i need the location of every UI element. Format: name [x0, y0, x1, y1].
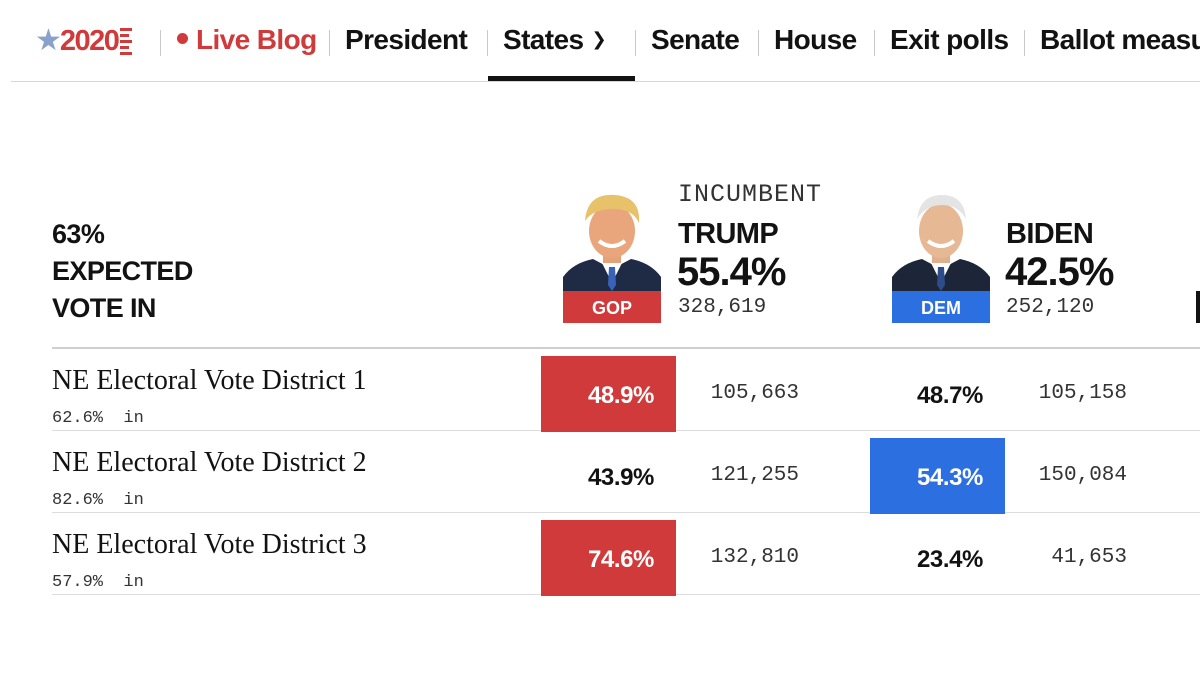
- expected-label: EXPECTED: [52, 256, 193, 286]
- nav-divider: [1024, 30, 1025, 56]
- nav-divider: [329, 30, 330, 56]
- nav-item-exit-polls[interactable]: Exit polls: [890, 24, 1009, 55]
- nav-divider: [487, 30, 488, 56]
- reporting-in: 62.6% in: [52, 409, 144, 428]
- trump-district-pct: 74.6%: [541, 520, 676, 596]
- expected-vote-in: 63% EXPECTED VOTE IN: [52, 216, 193, 327]
- vote-in-label: VOTE IN: [52, 293, 156, 323]
- nav-divider: [874, 30, 875, 56]
- district-results-table: NE Electoral Vote District 1 62.6% in 48…: [52, 347, 1200, 596]
- biden-district-votes: 150,084: [1038, 464, 1127, 487]
- incumbent-label: INCUMBENT: [678, 180, 823, 209]
- candidate-pct-biden: 42.5%: [1005, 250, 1114, 294]
- district-name[interactable]: NE Electoral Vote District 1: [52, 365, 367, 396]
- party-badge-dem: DEM: [892, 291, 990, 323]
- chevron-down-icon: ❯: [591, 29, 606, 49]
- trump-district-pct: 43.9%: [587, 464, 654, 491]
- district-name[interactable]: NE Electoral Vote District 3: [52, 529, 367, 560]
- table-row: NE Electoral Vote District 2 82.6% in 43…: [52, 431, 1200, 514]
- top-nav: ★ 2020 Live Blog President States ❯ Senat…: [11, 0, 1200, 82]
- candidate-pct-trump: 55.4%: [677, 250, 786, 294]
- biden-district-pct: 23.4%: [916, 546, 983, 573]
- party-badge-gop: GOP: [563, 291, 661, 323]
- biden-district-votes: 105,158: [1038, 382, 1127, 405]
- nav-item-states[interactable]: States ❯: [503, 24, 607, 55]
- expected-pct: 63%: [52, 219, 105, 249]
- table-row: NE Electoral Vote District 3 57.9% in 74…: [52, 513, 1200, 596]
- nav-item-president[interactable]: President: [345, 24, 468, 55]
- nav-item-house[interactable]: House: [774, 24, 857, 55]
- biden-district-pct: 48.7%: [916, 382, 983, 409]
- candidate-name-biden: BIDEN: [1006, 218, 1094, 250]
- next-candidate-edge: [1196, 291, 1200, 323]
- trump-district-pct: 48.9%: [541, 356, 676, 432]
- candidate-votes-trump: 328,619: [678, 296, 767, 319]
- reporting-in: 57.9% in: [52, 573, 144, 592]
- nav-item-live-blog[interactable]: Live Blog: [177, 24, 317, 56]
- nav-divider: [160, 30, 161, 56]
- nav-divider: [635, 30, 636, 56]
- biden-photo: [892, 187, 990, 291]
- nav-divider: [758, 30, 759, 56]
- trump-district-votes: 105,663: [710, 382, 799, 405]
- flag-stripes-icon: [120, 27, 133, 55]
- biden-district-pct: 54.3%: [870, 438, 1005, 514]
- active-tab-indicator: [488, 76, 635, 81]
- election-2020-logo[interactable]: ★ 2020: [35, 22, 133, 60]
- live-dot-icon: [177, 33, 188, 44]
- district-name[interactable]: NE Electoral Vote District 2: [52, 447, 367, 478]
- trump-district-votes: 132,810: [710, 546, 799, 569]
- biden-district-votes: 41,653: [1051, 546, 1127, 569]
- nav-item-ballot-measures[interactable]: Ballot measures: [1040, 24, 1200, 55]
- star-icon: ★: [35, 24, 62, 57]
- logo-year: 2020: [59, 24, 120, 57]
- table-row: NE Electoral Vote District 1 62.6% in 48…: [52, 349, 1200, 432]
- reporting-in: 82.6% in: [52, 491, 144, 510]
- candidate-name-trump: TRUMP: [678, 218, 779, 250]
- nav-item-senate[interactable]: Senate: [651, 24, 740, 55]
- trump-district-votes: 121,255: [710, 464, 799, 487]
- trump-photo: [563, 187, 661, 291]
- candidate-votes-biden: 252,120: [1006, 296, 1095, 319]
